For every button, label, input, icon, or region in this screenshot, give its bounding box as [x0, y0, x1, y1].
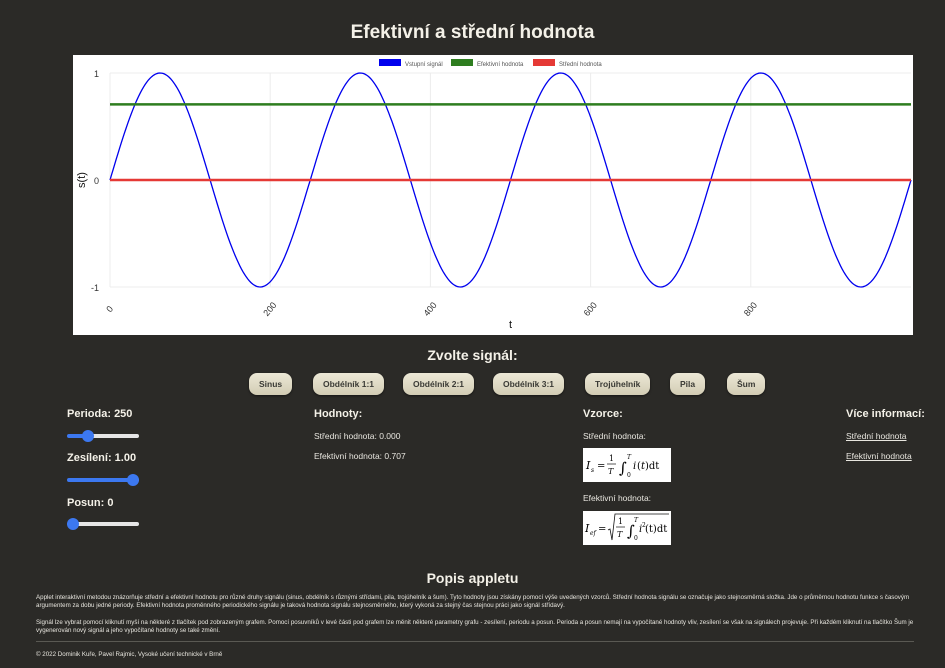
legend-label: Efektivní hodnota — [477, 62, 524, 68]
x-tick-label: 600 — [582, 300, 599, 318]
svg-text:I: I — [584, 522, 590, 535]
shift-slider-thumb[interactable] — [67, 518, 79, 530]
footer-divider — [36, 641, 914, 642]
x-axis-label: t — [509, 319, 512, 331]
rms-value: Efektivní hodnota: 0.707 — [314, 451, 406, 461]
signal-button-group: Sinus Obdélník 1:1 Obdélník 2:1 Obdélník… — [0, 373, 945, 395]
y-tick-label: 0 — [94, 176, 99, 186]
y-tick-label: 1 — [94, 69, 99, 79]
svg-text:i: i — [639, 524, 642, 535]
svg-text:(t)dt: (t)dt — [645, 524, 667, 535]
x-tick-label: 400 — [421, 300, 438, 318]
chart-svg: 0 200 400 600 800 1 0 -1 t s(t) Vstupní signál Efek… — [76, 59, 912, 331]
legend-swatch — [379, 59, 401, 66]
square-2-1-button[interactable]: Obdélník 2:1 — [403, 373, 475, 395]
footer-copyright: © 2022 Dominik Kuře, Pavel Rajmic, Vysok… — [36, 651, 223, 658]
description-paragraph-1: Applet interaktivní metodou znázorňuje s… — [36, 594, 910, 609]
svg-text:0: 0 — [634, 535, 638, 542]
values-heading: Hodnoty: — [314, 408, 363, 420]
svg-text:I: I — [585, 459, 591, 472]
svg-text:i: i — [633, 461, 636, 472]
description-paragraph-2: Signál lze vybrat pomocí kliknutí myší n… — [36, 619, 914, 634]
signal-chart[interactable]: 0 200 400 600 800 1 0 -1 t s(t) Vstupní signál Efek… — [73, 55, 913, 335]
sinus-button[interactable]: Sinus — [249, 373, 293, 395]
gain-label: Zesílení: 1.00 — [67, 452, 137, 464]
legend-swatch — [451, 59, 473, 66]
mean-formula-label: Střední hodnota: — [583, 431, 646, 441]
svg-text:0: 0 — [627, 472, 631, 479]
x-tick-label: 0 — [104, 304, 115, 314]
svg-text:2: 2 — [642, 522, 646, 529]
x-tick-label: 200 — [261, 300, 278, 318]
y-axis-label: s(t) — [76, 172, 88, 188]
formulas-heading: Vzorce: — [583, 408, 623, 420]
svg-text:ef: ef — [590, 530, 598, 537]
link-mean-value[interactable]: Střední hodnota — [846, 431, 907, 441]
legend-swatch — [533, 59, 555, 66]
svg-text:=: = — [597, 461, 605, 472]
mean-formula: I s = 1 T ∫ T 0 i ( t )dt — [583, 448, 671, 482]
svg-text:1: 1 — [618, 517, 623, 526]
gain-slider[interactable] — [67, 474, 139, 486]
info-heading: Více informací: — [846, 408, 925, 420]
page-title: Efektivní a střední hodnota — [350, 22, 595, 43]
svg-text:T: T — [634, 517, 639, 524]
legend-label: Střední hodnota — [559, 62, 602, 68]
svg-text:T: T — [608, 467, 614, 476]
noise-button[interactable]: Šum — [727, 373, 766, 395]
shift-slider[interactable] — [67, 518, 139, 530]
saw-button[interactable]: Pila — [670, 373, 706, 395]
rms-formula-label: Efektivní hodnota: — [583, 493, 652, 503]
legend-label: Vstupní signál — [405, 62, 443, 68]
description-heading: Popis appletu — [426, 570, 519, 586]
y-tick-label: -1 — [91, 283, 99, 293]
svg-text:∫: ∫ — [627, 522, 635, 540]
svg-text:)dt: )dt — [645, 461, 659, 472]
period-label: Perioda: 250 — [67, 408, 133, 420]
svg-text:t: t — [641, 461, 646, 472]
x-tick-label: 800 — [742, 300, 759, 318]
period-slider-thumb[interactable] — [82, 430, 94, 442]
period-slider[interactable] — [67, 430, 139, 442]
shift-label: Posun: 0 — [67, 497, 114, 509]
svg-text:=: = — [598, 524, 606, 535]
triangle-button[interactable]: Trojúhelník — [585, 373, 651, 395]
square-3-1-button[interactable]: Obdélník 3:1 — [493, 373, 565, 395]
svg-text:T: T — [617, 530, 623, 539]
svg-text:1: 1 — [609, 454, 614, 463]
svg-text:∫: ∫ — [619, 459, 627, 477]
rms-formula: I ef = 1 T ∫ T 0 i 2 (t)dt — [583, 511, 671, 545]
svg-text:s: s — [591, 467, 594, 474]
svg-text:(: ( — [637, 461, 641, 472]
svg-text:T: T — [627, 454, 632, 461]
link-rms-value[interactable]: Efektivní hodnota — [846, 451, 912, 461]
mean-value: Střední hodnota: 0.000 — [314, 431, 401, 441]
square-1-1-button[interactable]: Obdélník 1:1 — [313, 373, 385, 395]
signal-heading: Zvolte signál: — [427, 347, 518, 363]
gain-slider-thumb[interactable] — [127, 474, 139, 486]
